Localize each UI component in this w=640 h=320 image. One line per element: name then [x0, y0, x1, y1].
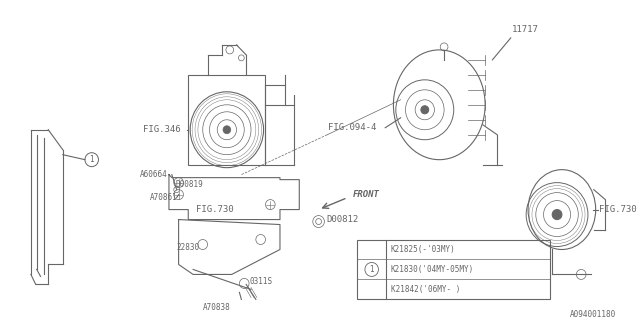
Text: 11717: 11717 [511, 25, 538, 35]
Bar [357, 239, 550, 300]
Text: 1: 1 [90, 155, 94, 164]
Text: K21825(-'03MY): K21825(-'03MY) [391, 245, 456, 254]
Text: D00812: D00812 [326, 215, 358, 224]
Text: FIG.730: FIG.730 [196, 205, 234, 214]
Text: 0311S: 0311S [249, 277, 272, 286]
Bar [188, 75, 266, 165]
Text: D00819: D00819 [176, 180, 204, 189]
Text: K21842('06MY- ): K21842('06MY- ) [391, 285, 460, 294]
Text: FIG.730: FIG.730 [598, 205, 636, 214]
Circle shape [223, 126, 231, 134]
Text: A70838: A70838 [203, 303, 230, 312]
Text: FIG.094-4: FIG.094-4 [328, 123, 376, 132]
Text: FIG.346: FIG.346 [143, 125, 180, 134]
Text: 1: 1 [369, 265, 374, 274]
Text: A094001180: A094001180 [570, 310, 616, 319]
Text: A60664: A60664 [140, 170, 168, 179]
Text: K21830('04MY-05MY): K21830('04MY-05MY) [391, 265, 474, 274]
Circle shape [421, 106, 429, 114]
Circle shape [552, 210, 562, 220]
Text: FRONT: FRONT [353, 190, 380, 199]
Text: 22830: 22830 [177, 243, 200, 252]
Text: A70861: A70861 [150, 193, 177, 202]
